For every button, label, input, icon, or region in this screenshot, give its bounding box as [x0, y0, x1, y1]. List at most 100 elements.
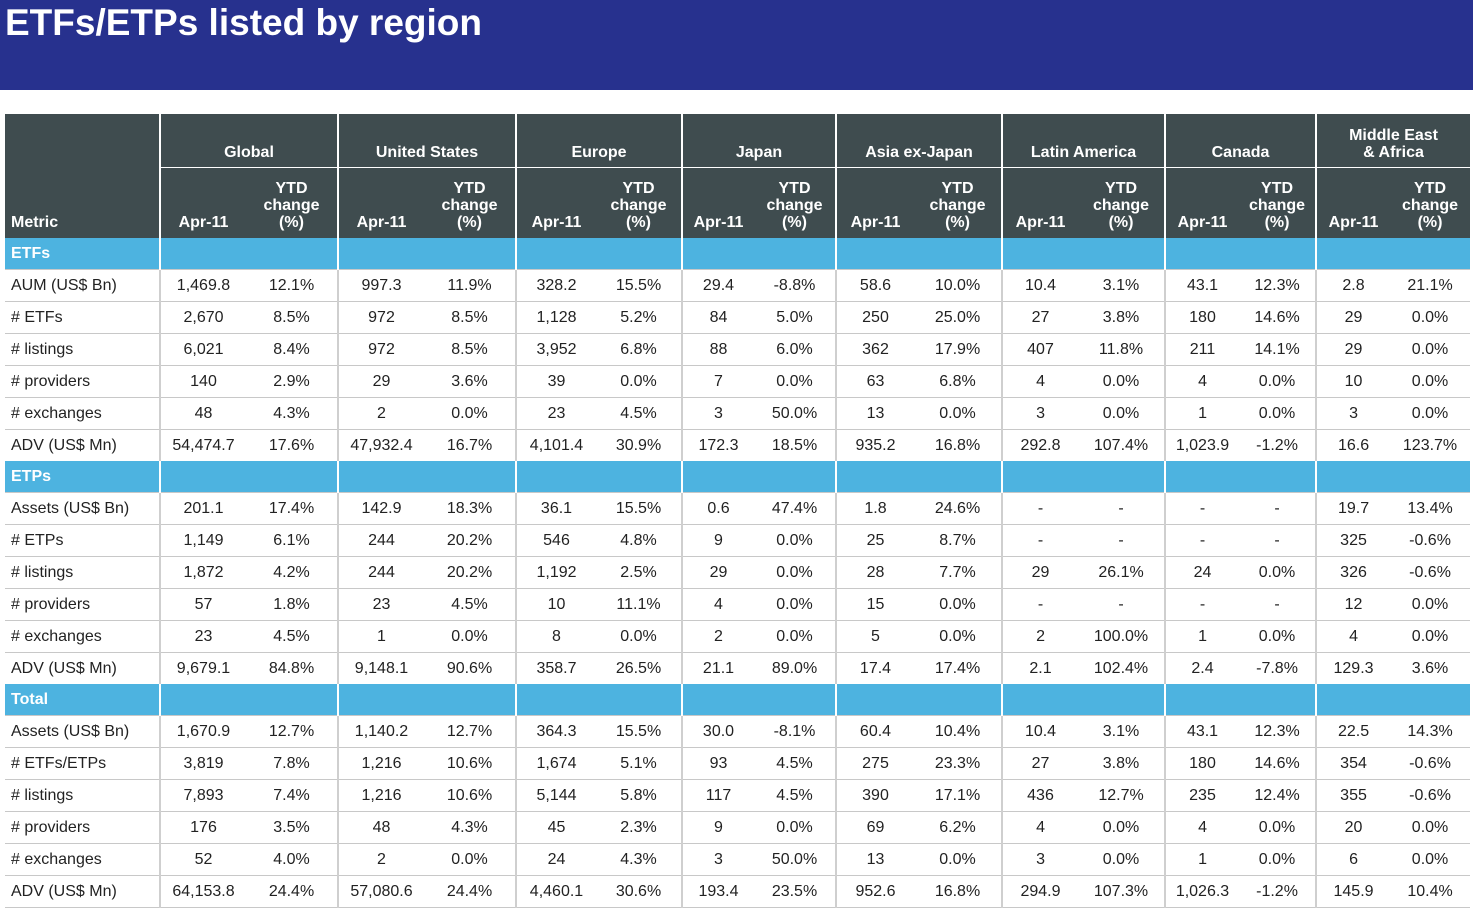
value-cell: - — [1164, 492, 1240, 525]
table-row: # exchanges 23 4.5% 1 0.0% 8 0.0% 2 0.0% 5 0.0% 2 10… — [5, 620, 1471, 653]
value-cell: 39 — [515, 365, 596, 398]
ytd-change-cell: 14.6% — [1239, 301, 1317, 334]
value-cell: 2.4 — [1164, 652, 1240, 684]
ytd-change-cell: 17.4% — [246, 492, 338, 525]
ytd-change-cell: 26.5% — [596, 652, 682, 684]
value-cell: 43.1 — [1164, 715, 1240, 748]
ytd-change-cell: - — [1078, 588, 1166, 621]
ytd-change-cell: 7.4% — [246, 779, 338, 812]
value-cell: 172.3 — [681, 429, 754, 461]
value-cell: 275 — [835, 747, 914, 780]
ytd-change-cell: - — [1239, 524, 1317, 557]
ytd-change-cell: - — [1239, 588, 1317, 621]
ytd-change-cell: 50.0% — [754, 843, 836, 876]
value-cell: 9,148.1 — [337, 652, 424, 684]
value-cell: 325 — [1315, 524, 1391, 557]
ytd-change-cell: 0.0% — [1239, 397, 1317, 430]
ytd-change-cell: - — [1078, 524, 1166, 557]
value-cell: - — [1164, 524, 1240, 557]
ytd-change-cell: 14.3% — [1390, 715, 1471, 748]
section-fill — [337, 461, 516, 493]
value-cell: 29.4 — [681, 269, 754, 302]
ytd-change-cell: 0.0% — [1078, 811, 1166, 844]
section-fill — [515, 238, 682, 270]
ytd-change-cell: 4.3% — [424, 811, 516, 844]
ytd-change-cell: 102.4% — [1078, 652, 1166, 684]
ytd-change-cell: -1.2% — [1239, 875, 1317, 908]
table-row: ADV (US$ Mn) 54,474.7 17.6% 47,932.4 16.7% 4,… — [5, 429, 1471, 461]
ytd-change-cell: 12.4% — [1239, 779, 1317, 812]
ytd-change-cell: 4.3% — [596, 843, 682, 876]
table-row: # ETFs/ETPs 3,819 7.8% 1,216 10.6% 1,674 5.1% 9… — [5, 747, 1471, 780]
ytd-change-cell: 11.1% — [596, 588, 682, 621]
section-row: ETPs — [5, 461, 1471, 493]
metric-label: Assets (US$ Bn) — [5, 492, 160, 525]
ytd-change-cell: 84.8% — [246, 652, 338, 684]
section-fill — [159, 461, 338, 493]
value-cell: 180 — [1164, 747, 1240, 780]
value-cell: 12 — [1315, 588, 1391, 621]
metric-label: # listings — [5, 556, 160, 589]
section-fill — [1164, 684, 1317, 716]
ytd-change-cell: 7.7% — [914, 556, 1003, 589]
section-fill — [1001, 461, 1166, 493]
ytd-change-cell: 17.6% — [246, 429, 338, 461]
value-cell: 436 — [1001, 779, 1079, 812]
value-cell: 22.5 — [1315, 715, 1391, 748]
value-cell: 25 — [835, 524, 914, 557]
ytd-change-cell: -8.8% — [754, 269, 836, 302]
value-cell: 1,149 — [159, 524, 246, 557]
table-row: # ETFs 2,670 8.5% 972 8.5% 1,128 5.2% 84 5.0% 250… — [5, 301, 1471, 334]
ytd-change-cell: 1.8% — [246, 588, 338, 621]
metric-label: # exchanges — [5, 397, 160, 430]
value-cell: 27 — [1001, 747, 1079, 780]
value-cell: 1,674 — [515, 747, 596, 780]
value-cell: 145.9 — [1315, 875, 1391, 908]
value-cell: 294.9 — [1001, 875, 1079, 908]
value-cell: 93 — [681, 747, 754, 780]
region-header: Japan — [681, 114, 836, 168]
ytd-change-cell: 6.8% — [596, 333, 682, 366]
ytd-change-cell: 30.9% — [596, 429, 682, 461]
ytd-change-cell: 3.6% — [1390, 652, 1471, 684]
ytd-change-cell: 13.4% — [1390, 492, 1471, 525]
ytd-change-cell: 0.0% — [1239, 843, 1317, 876]
section-fill — [834, 684, 1003, 716]
value-cell: 63 — [835, 365, 914, 398]
value-cell: 362 — [835, 333, 914, 366]
ytd-change-cell: 20.2% — [424, 556, 516, 589]
value-cell: 54,474.7 — [159, 429, 246, 461]
region-header: Asia ex-Japan — [834, 114, 1003, 168]
metric-label: # listings — [5, 779, 160, 812]
value-cell: 27 — [1001, 301, 1079, 334]
value-cell: 5,144 — [515, 779, 596, 812]
ytd-change-cell: -8.1% — [754, 715, 836, 748]
value-cell: 364.3 — [515, 715, 596, 748]
ytd-change-cell: 8.7% — [914, 524, 1003, 557]
value-cell: - — [1164, 588, 1240, 621]
value-cell: 355 — [1315, 779, 1391, 812]
value-cell: 407 — [1001, 333, 1079, 366]
ytd-change-cell: 0.0% — [1239, 556, 1317, 589]
ytd-change-column-header: YTD change (%) — [1239, 167, 1317, 238]
ytd-change-cell: 11.9% — [424, 269, 516, 302]
section-fill — [337, 238, 516, 270]
ytd-change-cell: - — [1239, 492, 1317, 525]
value-cell: 3,819 — [159, 747, 246, 780]
value-cell: 292.8 — [1001, 429, 1079, 461]
ytd-change-cell: 17.4% — [914, 652, 1003, 684]
metric-label: Assets (US$ Bn) — [5, 715, 160, 748]
value-cell: 1,469.8 — [159, 269, 246, 302]
region-header-row: Metric Global United States Europe Japan… — [5, 114, 1471, 238]
metric-label: # providers — [5, 811, 160, 844]
value-cell: - — [1001, 524, 1079, 557]
ytd-change-cell: 4.2% — [246, 556, 338, 589]
value-cell: 2,670 — [159, 301, 246, 334]
section-fill — [1001, 238, 1166, 270]
ytd-change-cell: 24.6% — [914, 492, 1003, 525]
ytd-change-cell: 3.1% — [1078, 715, 1166, 748]
value-cell: 1,023.9 — [1164, 429, 1240, 461]
value-cell: 140 — [159, 365, 246, 398]
value-cell: 4,101.4 — [515, 429, 596, 461]
value-cell: 244 — [337, 524, 424, 557]
